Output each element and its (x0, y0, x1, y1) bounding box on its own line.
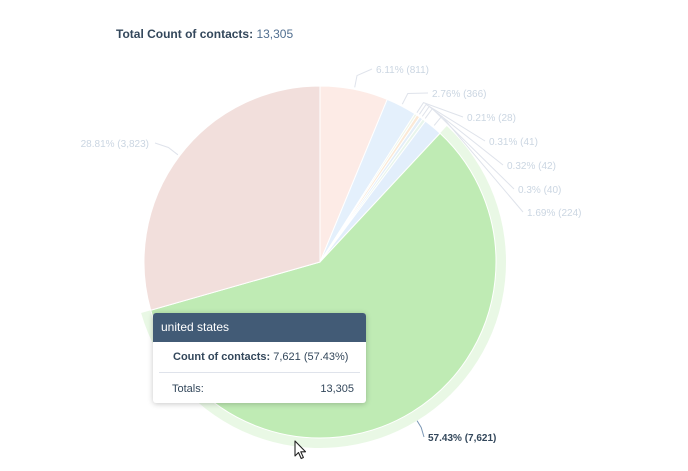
pie-leader-line (421, 105, 504, 166)
pie-leader-line (418, 103, 486, 142)
pie-leader-line (354, 68, 373, 88)
tooltip-totals-row: Totals: 13,305 (159, 373, 360, 403)
pie-data-label: 0.32% (42) (507, 161, 556, 172)
tooltip-metric-row: Count of contacts: 7,621 (57.43%) (159, 342, 360, 373)
chart-tooltip: united states Count of contacts: 7,621 (… (153, 313, 366, 403)
tooltip-title: united states (153, 313, 366, 342)
tooltip-metric-label: Count of contacts: (173, 351, 271, 363)
pie-data-label: 28.81% (3,823) (81, 139, 149, 150)
tooltip-metric-value: 7,621 (57.43%) (273, 351, 349, 363)
tooltip-totals-value: 13,305 (320, 383, 354, 395)
pie-data-label: 57.43% (7,621) (428, 433, 496, 444)
pie-data-label: 6.11% (811) (376, 65, 429, 76)
tooltip-totals-label: Totals: (172, 383, 204, 395)
total-count-label: Total Count of contacts: (116, 27, 254, 41)
pie-leader-line (416, 101, 464, 118)
pie-data-label: 0.3% (40) (518, 185, 561, 196)
pie-data-label: 1.69% (224) (527, 208, 581, 219)
pie-leader-line (154, 142, 179, 156)
pie-data-label: 0.31% (41) (489, 137, 538, 148)
mouse-pointer-icon (294, 440, 307, 460)
tooltip-metric: Count of contacts: 7,621 (57.43%) (173, 351, 348, 363)
pie-leader-line (433, 115, 524, 213)
pie-leader-line (401, 92, 429, 105)
total-count-summary: Total Count of contacts: 13,305 (116, 27, 293, 41)
pie-data-label: 2.76% (366) (432, 89, 486, 100)
pie-leader-line (424, 107, 515, 190)
pie-data-label: 0.21% (28) (467, 113, 516, 124)
pie-slice[interactable] (143, 85, 321, 311)
total-count-value: 13,305 (256, 27, 294, 41)
pie-leader-line (416, 420, 425, 438)
